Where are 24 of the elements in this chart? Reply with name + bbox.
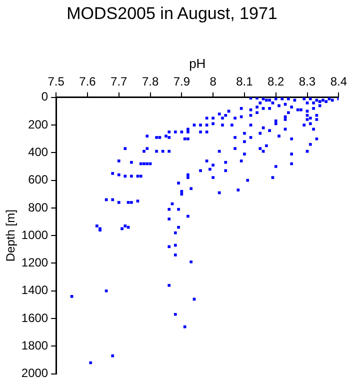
x-tick-label: 7.5 xyxy=(48,74,65,89)
y-tick-label: 1200 xyxy=(21,256,48,270)
x-tick-label: 8.2 xyxy=(268,74,285,89)
x-tick-label: 7.7 xyxy=(110,74,128,89)
y-tick-label: 600 xyxy=(28,172,48,187)
y-tick-label: 200 xyxy=(28,117,48,132)
x-tick-label: 8.3 xyxy=(298,74,316,89)
x-tick-label: 7.8 xyxy=(142,74,159,89)
chart-title: MODS2005 in August, 1971 xyxy=(66,4,278,23)
y-tick-label: 800 xyxy=(28,200,48,214)
x-tick-label: 8.4 xyxy=(330,74,348,89)
x-tick-label: 8.1 xyxy=(236,74,254,89)
x-tick-label: 7.6 xyxy=(79,74,96,89)
y-tick-label: 2000 xyxy=(21,366,48,380)
y-tick-label: 400 xyxy=(28,144,48,159)
x-axis-title: pH xyxy=(189,56,206,71)
y-tick-label: 1000 xyxy=(21,228,48,242)
y-tick-label: 0 xyxy=(41,90,48,104)
x-tick-label: 8 xyxy=(210,74,217,89)
x-tick-label: 7.9 xyxy=(173,74,190,89)
y-tick-label: 1600 xyxy=(21,310,48,325)
y-tick-label: 1800 xyxy=(21,338,48,352)
y-tick-label: 1400 xyxy=(21,283,48,298)
y-axis-title: Depth [m] xyxy=(4,210,18,262)
